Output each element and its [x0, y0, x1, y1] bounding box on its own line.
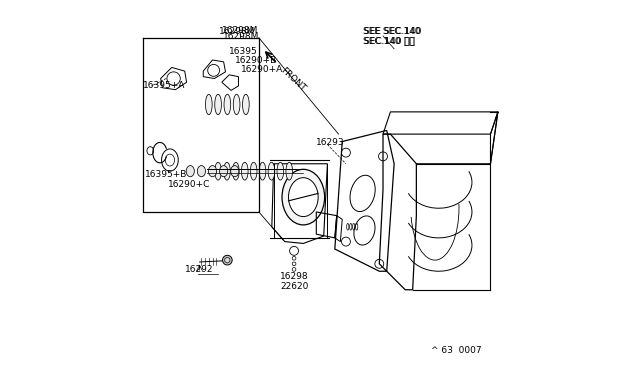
Text: 16298M: 16298M	[223, 32, 259, 41]
Text: 16292: 16292	[185, 265, 214, 274]
Ellipse shape	[282, 169, 324, 225]
Text: SEE SEC.140: SEE SEC.140	[364, 27, 421, 36]
Ellipse shape	[220, 166, 228, 177]
Text: 16290+A: 16290+A	[241, 65, 284, 74]
Text: 16290+C: 16290+C	[168, 180, 211, 189]
Text: FRONT: FRONT	[279, 66, 308, 94]
Text: SEC.140 参照: SEC.140 参照	[364, 36, 415, 45]
Ellipse shape	[215, 162, 221, 180]
Text: SEE SEC.140: SEE SEC.140	[364, 27, 422, 36]
Text: 16298M: 16298M	[219, 27, 255, 36]
Text: 16293: 16293	[316, 138, 345, 147]
Ellipse shape	[241, 162, 248, 180]
Polygon shape	[225, 257, 230, 263]
Ellipse shape	[230, 166, 239, 177]
Ellipse shape	[197, 166, 205, 177]
Text: 16395+B: 16395+B	[145, 170, 188, 179]
Text: 16298: 16298	[280, 272, 309, 281]
Circle shape	[223, 255, 232, 265]
Ellipse shape	[205, 94, 212, 115]
Text: 22620: 22620	[280, 282, 308, 291]
Ellipse shape	[277, 162, 284, 180]
Ellipse shape	[250, 162, 257, 180]
Text: 16395+A: 16395+A	[143, 81, 185, 90]
Ellipse shape	[209, 166, 216, 177]
Text: 16290+B: 16290+B	[235, 56, 277, 65]
Ellipse shape	[186, 166, 195, 177]
Ellipse shape	[223, 162, 230, 180]
Ellipse shape	[232, 162, 239, 180]
Ellipse shape	[215, 94, 221, 115]
Ellipse shape	[224, 94, 230, 115]
Text: ^ 63  0007: ^ 63 0007	[431, 346, 482, 355]
Ellipse shape	[259, 162, 266, 180]
Ellipse shape	[268, 162, 275, 180]
Text: 16298M: 16298M	[222, 26, 258, 35]
Ellipse shape	[286, 162, 292, 180]
Text: SEC.140 参照: SEC.140 参照	[364, 36, 416, 45]
Ellipse shape	[243, 94, 249, 115]
Ellipse shape	[233, 94, 240, 115]
Text: 16395: 16395	[229, 47, 258, 56]
Ellipse shape	[289, 178, 318, 217]
